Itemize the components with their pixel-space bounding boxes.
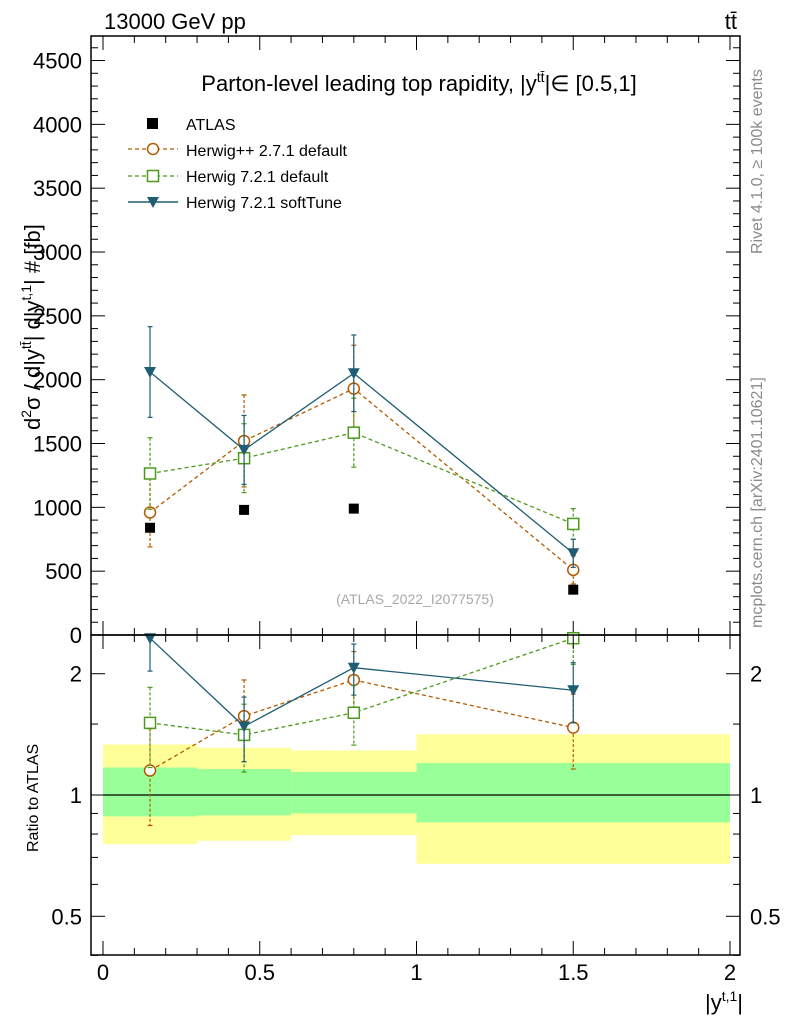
x-tick-label: 2 xyxy=(724,960,736,985)
ratio-data-layer xyxy=(143,631,580,827)
ratio-herwig721-marker xyxy=(143,716,157,730)
main-data-layer xyxy=(143,326,580,595)
main-ytick-label: 4500 xyxy=(33,49,82,74)
main-softtune-line xyxy=(149,371,574,554)
ratio-softtune-line xyxy=(149,637,574,728)
main-atlas-marker xyxy=(568,584,579,595)
main-herwigpp-marker xyxy=(143,506,157,519)
legend: ATLAS Herwig++ 2.7.1 default Herwig 7.2.… xyxy=(128,117,348,212)
legend-atlas-marker xyxy=(147,118,158,129)
main-herwig721-marker xyxy=(567,517,580,531)
legend-herwig721-label: Herwig 7.2.1 default xyxy=(186,169,329,186)
main-atlas-marker xyxy=(145,522,156,533)
collision-label: 13000 GeV pp xyxy=(104,9,246,34)
x-tick-label: 1 xyxy=(410,960,422,985)
main-softtune-marker xyxy=(144,367,157,379)
ratio-band-inner xyxy=(416,763,730,823)
plot-title-suffix: |∈ [0.5,1] xyxy=(545,71,637,96)
mcplots-label: mcplots.cern.ch [arXiv:2401.10621] xyxy=(749,377,766,628)
ratio-ytick-label: 0.5 xyxy=(51,904,82,929)
legend-herwig721-marker xyxy=(146,169,160,183)
main-herwigpp-line xyxy=(149,387,574,571)
ratio-herwig721-marker xyxy=(347,706,361,720)
ratio-ytick-label: 2 xyxy=(70,662,82,687)
main-axis-ticks: 0 500 1000 1500 2000 2500 3000 3500 4000 4500 xyxy=(33,36,740,648)
main-ytick-label: 1000 xyxy=(33,495,82,520)
ratio-herwigpp-marker xyxy=(567,721,580,734)
main-softtune-marker xyxy=(347,368,360,380)
ratio-herwig721-line xyxy=(149,637,574,736)
process-label: tt̄ xyxy=(725,9,737,34)
main-ytick-label: 1500 xyxy=(33,432,82,457)
main-plot: 0 500 1000 1500 2000 2500 3000 3500 4000 4500 Par… xyxy=(18,35,741,648)
legend-softtune-label: Herwig 7.2.1 softTune xyxy=(186,195,342,212)
ratio-softtune-marker xyxy=(567,685,580,697)
main-ytick-label: 0 xyxy=(70,623,82,648)
main-atlas-marker xyxy=(348,503,359,514)
main-ytick-label: 3500 xyxy=(33,176,82,201)
ratio-axis-ticks: 0.5 0.5 1 1 2 2 0 0.5 1 1.5 2 xyxy=(51,635,781,985)
ratio-uncertainty-bands xyxy=(103,734,730,864)
legend-herwigpp-label: Herwig++ 2.7.1 default xyxy=(186,143,348,160)
main-softtune-marker xyxy=(238,444,251,456)
ratio-plot: 0.5 0.5 1 1 2 2 0 0.5 1 1.5 2 Ratio to ATLAS |yt,1… xyxy=(25,631,781,1015)
main-ytick-label: 2500 xyxy=(33,304,82,329)
ratio-ytick-label: 1 xyxy=(70,783,82,808)
xlabel-sup: t,1 xyxy=(722,988,738,1004)
main-ytick-label: 2000 xyxy=(33,368,82,393)
x-axis-label: |yt,1| xyxy=(705,988,743,1015)
ratio-softtune-marker xyxy=(238,721,251,733)
plot-title: Parton-level leading top rapidity, |ytt̄… xyxy=(201,69,636,96)
main-atlas-marker xyxy=(239,504,250,515)
main-herwig721-line xyxy=(149,431,574,525)
ratio-softtune-marker xyxy=(144,633,157,645)
ylabel-part-b: σ / d|y xyxy=(20,349,45,410)
ratio-ytick-label-right: 0.5 xyxy=(750,904,781,929)
analysis-watermark: (ATLAS_2022_I2077575) xyxy=(336,591,494,607)
main-herwig721-marker xyxy=(143,467,157,480)
ratio-band-inner xyxy=(291,772,417,814)
xlabel-part-a: |y xyxy=(705,990,722,1015)
x-tick-label: 1.5 xyxy=(558,960,589,985)
legend-herwigpp-marker xyxy=(146,142,160,156)
main-y-axis-label: d2σ / d|ytt̄| d|yt,1| # [fb] xyxy=(18,224,45,430)
x-tick-label: 0 xyxy=(97,960,109,985)
ylabel-part-d: | # [fb] xyxy=(20,224,45,285)
ratio-ytick-label-right: 1 xyxy=(750,783,762,808)
main-herwig721-marker xyxy=(347,426,361,439)
ylabel-sup-c: t,1 xyxy=(18,285,34,301)
legend-atlas-label: ATLAS xyxy=(186,117,236,134)
ratio-softtune-marker xyxy=(347,662,360,674)
main-ytick-label: 3000 xyxy=(33,240,82,265)
x-tick-label: 0.5 xyxy=(244,960,275,985)
main-ytick-label: 4000 xyxy=(33,112,82,137)
ylabel-part-a: d xyxy=(20,418,45,430)
main-ytick-label: 500 xyxy=(45,559,82,584)
ratio-y-axis-label: Ratio to ATLAS xyxy=(25,744,42,852)
main-softtune-marker xyxy=(567,548,580,560)
ratio-band-inner xyxy=(197,769,292,816)
xlabel-part-b: | xyxy=(737,990,743,1015)
plot-title-prefix: Parton-level leading top rapidity, |y xyxy=(201,71,537,96)
ylabel-part-c: | d|y xyxy=(20,301,45,342)
plot-title-sup: tt̄ xyxy=(537,69,545,85)
legend-softtune-marker xyxy=(147,197,159,208)
ratio-herwigpp-line xyxy=(149,679,574,772)
ylabel-sup-a: 2 xyxy=(18,410,34,418)
rivet-label: Rivet 4.1.0, ≥ 100k events xyxy=(749,69,766,254)
ylabel-sup-b: tt̄ xyxy=(18,341,34,349)
ratio-ytick-label-right: 2 xyxy=(750,662,762,687)
ratio-herwigpp-marker xyxy=(143,764,157,777)
